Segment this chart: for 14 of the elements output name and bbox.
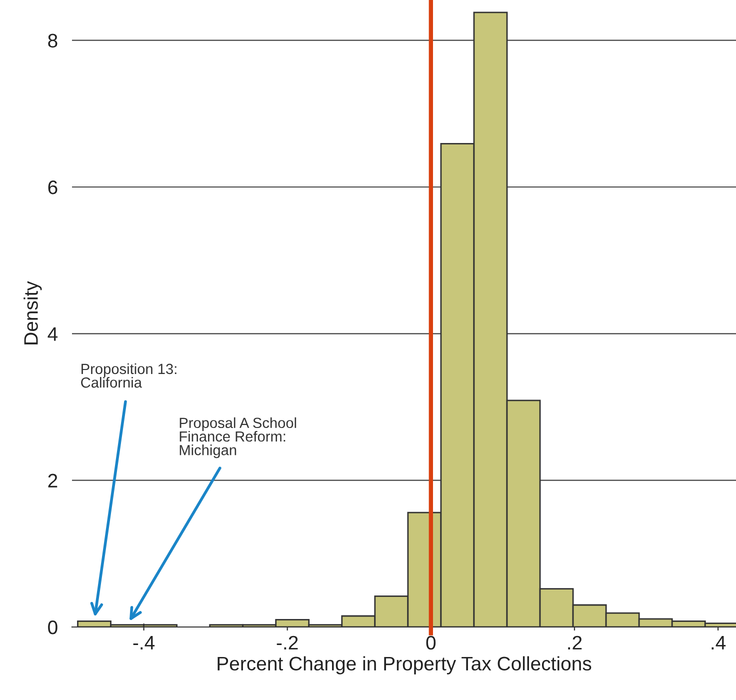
y-axis-title: Density: [24, 281, 42, 344]
x-tick-label: 0: [426, 636, 436, 650]
y-tick-label: 8: [48, 34, 58, 48]
y-tick-label: 2: [48, 474, 58, 488]
y-tick-label: 4: [48, 327, 58, 341]
y-tick-label: 0: [48, 620, 58, 634]
x-tick-label: -.4: [133, 636, 155, 650]
y-tick-label: 6: [48, 180, 58, 194]
x-tick-label: .2: [568, 636, 582, 650]
x-tick-label: -.2: [276, 636, 298, 650]
annotation: Proposal A School Finance Reform: Michigan: [180, 417, 296, 458]
x-tick-label: .4: [712, 636, 726, 650]
annotation: Proposition 13: California: [81, 363, 176, 388]
x-axis-title: Percent Change in Property Tax Collections: [218, 656, 592, 674]
